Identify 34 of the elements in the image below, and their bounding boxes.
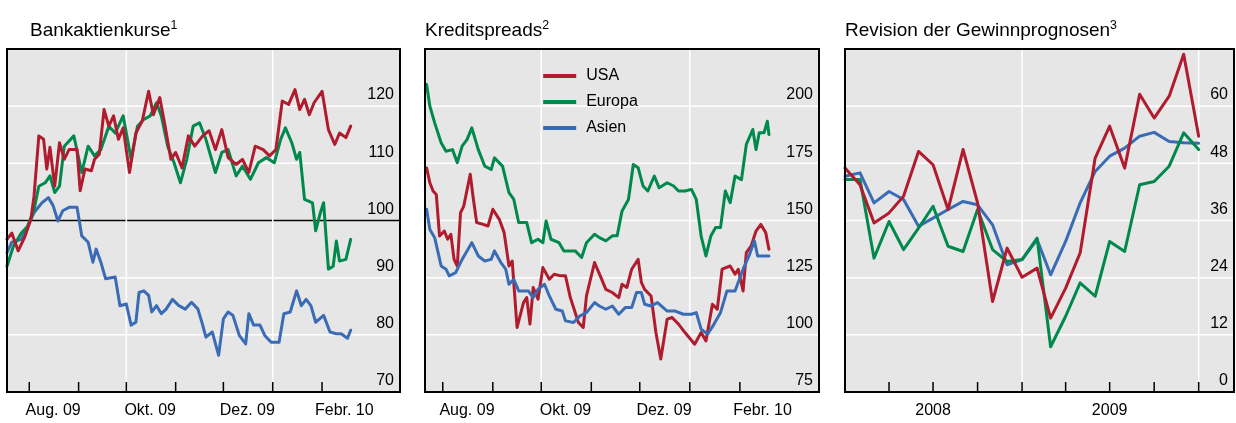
legend-label: USA xyxy=(586,66,620,84)
y-tick-label: 100 xyxy=(786,314,814,332)
chart-title: Revision der Gewinnprognosen$^{3}$ xyxy=(845,18,1118,40)
x-tick-label: Okt. 09 xyxy=(124,401,177,419)
chart-title: Bankaktienkurse$^{1}$ xyxy=(30,18,178,40)
x-tick-label: 2009 xyxy=(1091,401,1128,419)
y-tick-label: 70 xyxy=(376,371,395,389)
x-tick-label: Aug. 09 xyxy=(25,401,81,419)
chart-title: Kreditspreads$^{2}$ xyxy=(425,18,550,40)
y-tick-label: 75 xyxy=(795,371,814,389)
y-tick-label: 12 xyxy=(1210,314,1229,332)
y-tick-label: 0 xyxy=(1219,371,1229,389)
y-tick-label: 200 xyxy=(786,85,814,103)
y-tick-label: 80 xyxy=(376,314,395,332)
legend-label: Asien xyxy=(586,118,627,136)
y-tick-label: 48 xyxy=(1210,142,1229,160)
y-tick-label: 110 xyxy=(368,142,395,160)
x-tick-label: 2008 xyxy=(915,401,951,419)
x-tick-label: Febr. 10 xyxy=(314,401,374,419)
y-tick-label: 60 xyxy=(1210,85,1229,103)
legend-label: Europa xyxy=(586,92,638,110)
y-tick-label: 100 xyxy=(367,199,395,217)
y-tick-label: 90 xyxy=(376,256,395,274)
x-tick-label: Dez. 09 xyxy=(636,401,692,419)
y-tick-label: 175 xyxy=(786,142,814,160)
y-tick-label: 125 xyxy=(786,256,814,274)
x-tick-label: Febr. 10 xyxy=(733,401,792,419)
y-tick-label: 120 xyxy=(367,85,395,103)
y-tick-label: 24 xyxy=(1210,256,1229,274)
y-tick-label: 36 xyxy=(1210,199,1229,217)
x-tick-label: Dez. 09 xyxy=(219,401,275,419)
x-tick-label: Aug. 09 xyxy=(439,401,495,419)
x-tick-label: Okt. 09 xyxy=(539,401,592,419)
y-tick-label: 150 xyxy=(786,199,814,217)
